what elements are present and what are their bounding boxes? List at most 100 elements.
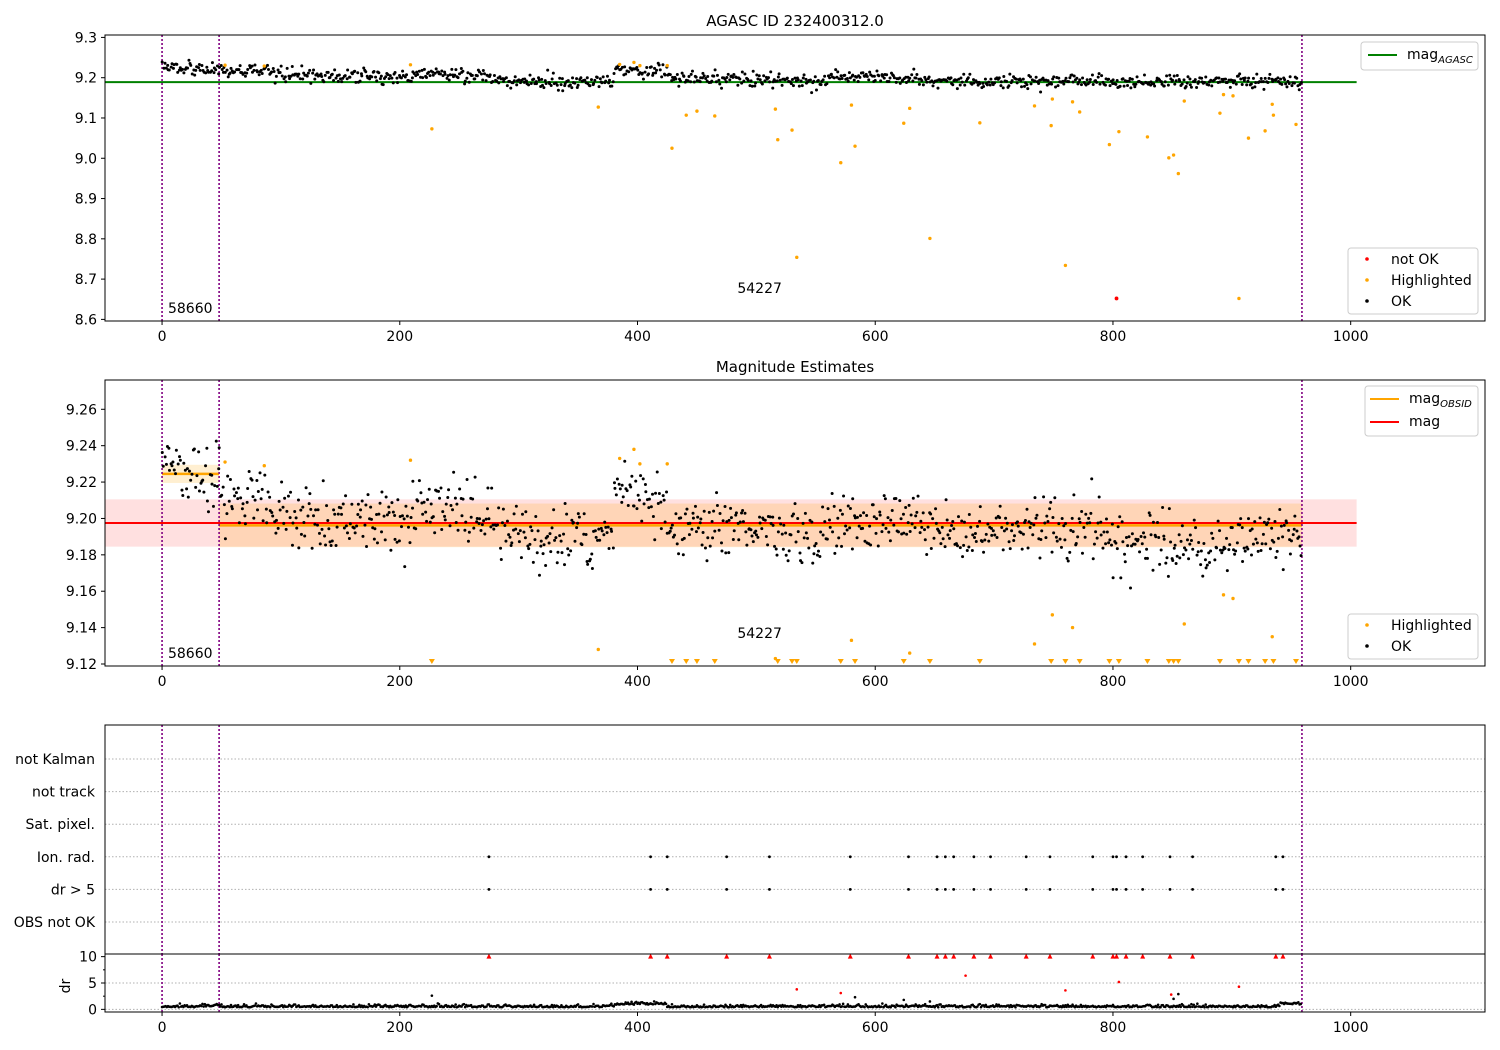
ok-point [694,75,698,79]
dr-point [903,1005,907,1008]
ok-point [580,543,584,547]
dr-point [845,1005,849,1008]
x-tick-label: 200 [386,329,413,345]
ok-point [657,63,661,67]
dr-outlier-point [928,1000,932,1003]
ok-point [519,556,523,560]
ok-point [1209,78,1213,82]
ok-point [369,505,373,509]
ok-point [226,474,230,478]
ok-point [236,486,240,490]
ok-point [353,531,357,535]
ok-point [372,537,376,541]
ok-point [846,504,850,508]
y-tick-label: 9.14 [66,621,97,637]
ok-point [513,75,517,79]
ok-point [1261,80,1265,84]
ok-point [593,78,597,82]
dr-point [228,1005,232,1009]
dr-capped-marker [648,953,654,959]
ok-point [278,508,282,512]
dr-point [335,1003,339,1007]
ok-point [461,69,465,73]
ok-point [848,526,852,530]
ok-point [409,79,413,83]
ok-point [981,81,985,85]
ok-point [336,79,340,83]
offscale-marker [1048,659,1055,664]
ok-point [873,78,877,82]
ok-point [910,522,914,526]
ok-point [1268,547,1272,551]
ok-point [444,502,448,506]
ok-point [431,515,435,519]
ok-point [1085,521,1089,525]
ok-point [1077,80,1081,84]
ok-point [1290,84,1294,88]
ok-point [615,477,619,481]
ok-point [1199,563,1203,567]
ok-point [1039,538,1043,542]
ok-point [1042,495,1046,499]
ok-point [872,74,876,78]
ok-point [1215,76,1219,80]
ok-point [193,73,197,77]
ok-point [440,527,444,531]
ok-point [720,86,724,90]
ok-point [503,523,507,527]
ok-point [987,80,991,84]
ok-point [386,73,390,77]
ok-point [270,511,274,515]
dr-point [727,1005,731,1009]
ok-point [1171,558,1175,562]
ok-point [259,497,263,501]
ok-point [1055,539,1059,543]
ok-point [439,486,443,490]
ok-point [911,79,915,83]
ok-point [301,77,305,81]
y-tick-label: 9.3 [75,30,97,46]
ok-point [481,78,485,82]
ok-point [1202,80,1206,84]
ok-point [1089,511,1093,515]
ok-point [556,88,560,92]
x-tick-label: 200 [386,1020,413,1036]
ok-point [337,73,341,77]
dr-point [935,1003,939,1007]
ok-point [681,553,685,557]
ok-point [624,72,628,76]
ok-point [192,447,196,451]
ok-point [830,492,834,496]
dr-point [220,1003,223,1006]
ok-point [1292,527,1296,531]
ok-point [517,540,521,544]
offscale-marker [1106,659,1113,664]
ok-point [769,522,773,526]
dr-point [373,1003,377,1006]
ok-point [512,512,516,516]
ok-point [1281,568,1285,572]
x-tick-label: 600 [862,1020,889,1036]
ok-point [226,75,230,79]
ok-point [167,468,171,472]
ok-point [482,72,486,76]
ok-point [1228,543,1232,547]
dr-point [1188,1005,1192,1009]
dr-point [1079,1003,1083,1007]
ok-point [533,538,537,542]
dr-point [612,1005,616,1008]
ok-point [1234,82,1238,86]
ok-point [939,542,943,546]
ok-point [1246,79,1250,83]
dr-capped-marker [724,953,730,959]
ok-point [206,510,210,514]
ok-point [702,509,706,513]
ok-point [375,79,379,83]
ok-point [549,83,553,87]
ok-point [352,526,356,530]
ok-point [1025,83,1029,87]
ok-point [431,70,435,74]
ok-point [661,63,665,67]
ok-point [887,530,891,534]
ok-point [197,489,201,493]
